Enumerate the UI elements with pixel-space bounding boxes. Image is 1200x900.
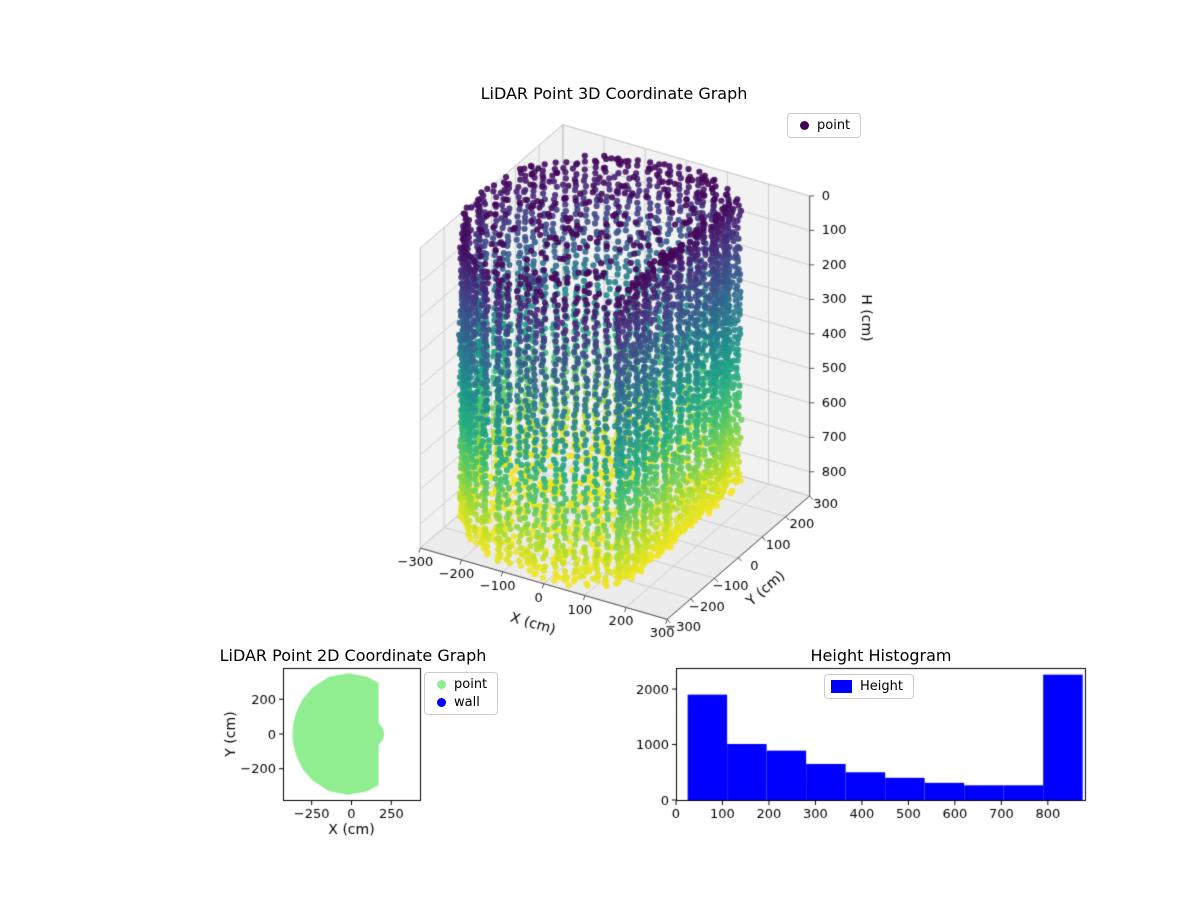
legend-item-point: point [794, 118, 850, 133]
plot3d-canvas [370, 100, 900, 700]
legend-label-point: point [817, 118, 851, 133]
point-marker-icon [800, 121, 809, 130]
plot2d-title: LiDAR Point 2D Coordinate Graph [219, 646, 487, 665]
legend-label-wall: wall [454, 695, 480, 710]
legend-label-point: point [454, 677, 488, 692]
legend-item-wall: wall [431, 695, 487, 710]
wall-marker-icon [437, 698, 446, 707]
plot3d-title: LiDAR Point 3D Coordinate Graph [480, 84, 748, 103]
legend-label-height: Height [860, 679, 903, 694]
legend-item-height: Height [831, 679, 903, 694]
plot3d-legend: point [787, 113, 862, 138]
histogram-title: Height Histogram [810, 646, 952, 665]
legend-item-point: point [431, 677, 487, 692]
plot2d-legend: point wall [424, 672, 499, 715]
point-marker-icon [437, 680, 446, 689]
plot2d-canvas [215, 655, 455, 860]
height-marker-icon [831, 680, 852, 693]
histogram-legend: Height [824, 674, 914, 699]
